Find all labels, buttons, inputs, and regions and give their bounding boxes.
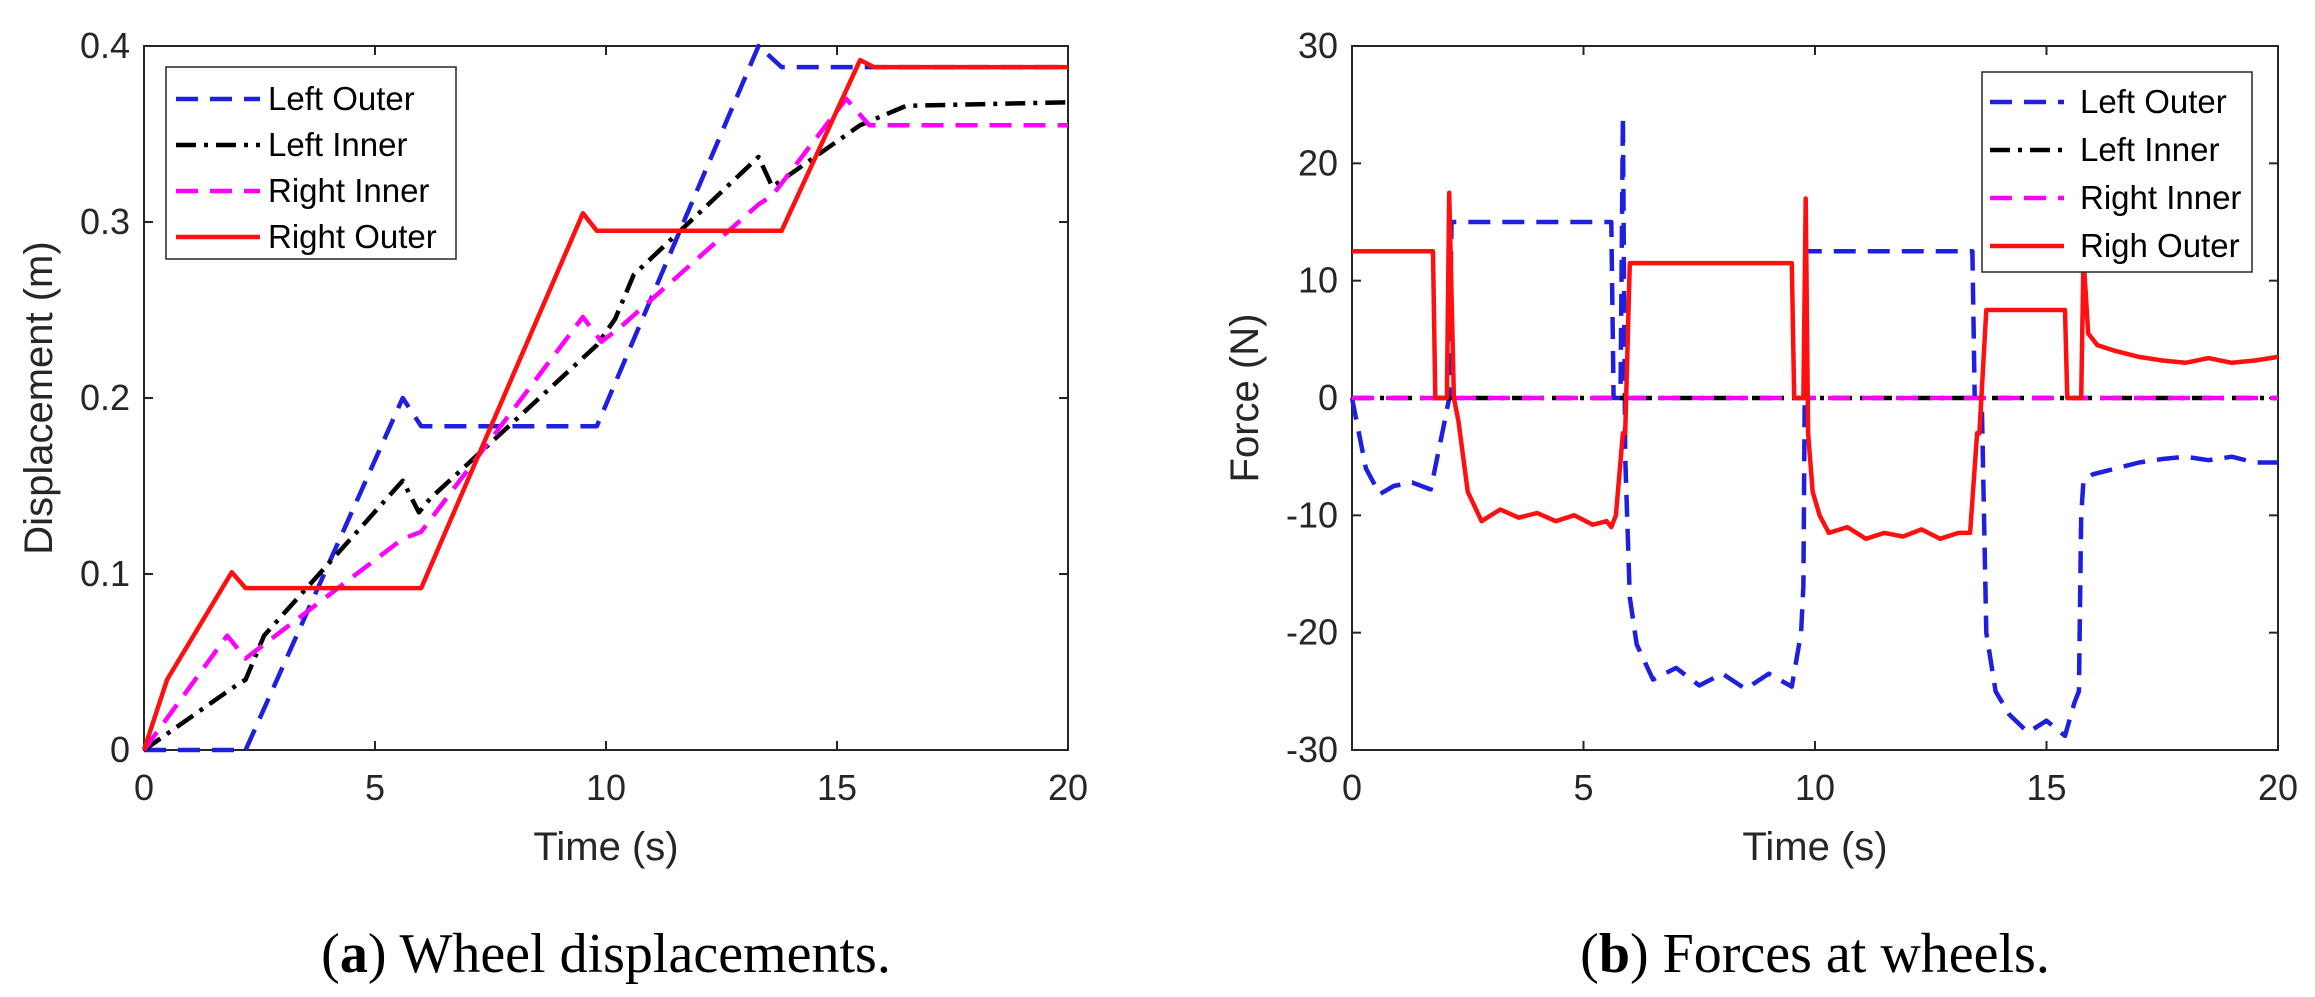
series-line-right-outer xyxy=(141,57,1068,751)
y-tick-label: -20 xyxy=(1286,612,1338,653)
y-axis-label-b: Force (N) xyxy=(1223,314,1267,483)
x-tick-label: 0 xyxy=(134,767,154,808)
panel-a-wheel-displacements: 0 5 10 15 20 0 0.1 0.2 0.3 0.4 Time (s) Displacem… xyxy=(17,25,1088,985)
series-line-left-inner xyxy=(142,100,1069,752)
y-tick-label: 0 xyxy=(1318,377,1338,418)
y-tick-label: -10 xyxy=(1286,494,1338,535)
x-tick-label: 0 xyxy=(1342,767,1362,808)
y-tick-label: -30 xyxy=(1286,729,1338,770)
x-axis-label-b: Time (s) xyxy=(1742,825,1887,869)
y-tick-label: 30 xyxy=(1298,25,1338,66)
x-tick-label: 5 xyxy=(365,767,385,808)
x-tick-label: 5 xyxy=(1573,767,1593,808)
legend-label: Left Inner xyxy=(268,126,407,163)
series-line-left-outer xyxy=(144,43,1068,753)
legend-label: Left Outer xyxy=(268,80,415,117)
x-tick-label: 20 xyxy=(1048,767,1088,808)
series-line-righ-outer xyxy=(1352,190,2279,542)
y-tick-label: 0 xyxy=(110,729,130,770)
caption-text-a: Wheel displacements. xyxy=(386,923,890,985)
legend-a: Left Outer Left Inner Right Inner Right Out… xyxy=(165,66,457,260)
x-tick-label: 10 xyxy=(586,767,626,808)
caption-letter-b: b xyxy=(1599,923,1630,985)
x-tick-label: 10 xyxy=(1795,767,1835,808)
y-tick-label: 0.2 xyxy=(80,377,130,418)
x-tick-label: 15 xyxy=(2026,767,2066,808)
y-tick-label: 0.1 xyxy=(80,553,130,594)
caption-letter-a: a xyxy=(340,923,368,985)
legend-b: Left Outer Left Inner Right Inner Righ Oute… xyxy=(1981,71,2253,273)
legend-label: Left Outer xyxy=(2080,83,2227,120)
x-axis-label-a: Time (s) xyxy=(533,825,678,869)
caption-b: (b) Forces at wheels. xyxy=(1580,923,2050,985)
panel-b-forces-at-wheels: 0 5 10 15 20 -30 -20 -10 0 10 20 30 Time (s) Force … xyxy=(1223,25,2298,985)
y-axis-label-a: Displacement (m) xyxy=(17,241,61,554)
legend-label: Right Outer xyxy=(268,218,437,255)
legend-label: Left Inner xyxy=(2080,131,2219,168)
series-line-right-inner xyxy=(142,96,1068,752)
caption-a: (a) Wheel displacements. xyxy=(321,923,891,985)
legend-label: Righ Outer xyxy=(2080,227,2240,264)
y-tick-label: 10 xyxy=(1298,260,1338,301)
y-tick-label: 20 xyxy=(1298,142,1338,183)
legend-label: Right Inner xyxy=(2080,179,2241,216)
legend-box-b xyxy=(1981,71,2253,273)
caption-text-b: Forces at wheels. xyxy=(1649,923,2050,985)
x-tick-label: 20 xyxy=(2258,767,2298,808)
legend-label: Right Inner xyxy=(268,172,429,209)
y-tick-label: 0.3 xyxy=(80,201,130,242)
x-tick-label: 15 xyxy=(817,767,857,808)
y-tick-label: 0.4 xyxy=(80,25,130,66)
